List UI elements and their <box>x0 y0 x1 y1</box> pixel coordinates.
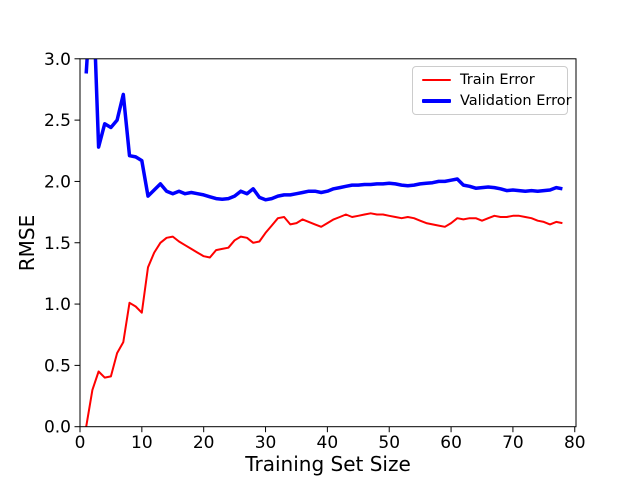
y-tick-label: 3.0 <box>44 50 71 70</box>
x-axis-label: Training Set Size <box>245 452 411 476</box>
validation-error-line-sample-icon <box>422 99 451 103</box>
y-tick-label: 0.0 <box>44 418 71 438</box>
x-tick-label: 80 <box>564 433 586 453</box>
x-tick-label: 0 <box>75 433 86 453</box>
x-tick-label: 20 <box>193 433 215 453</box>
legend-item-train-error: Train Error <box>422 72 559 88</box>
x-tick-label: 60 <box>440 433 462 453</box>
validation-error-line <box>84 58 563 202</box>
train-error-line <box>85 212 563 427</box>
x-tick-label: 10 <box>131 433 153 453</box>
legend-label-train-error: Train Error <box>460 72 535 88</box>
y-axis-label: RMSE <box>15 214 39 272</box>
y-tick-label: 1.0 <box>44 295 71 315</box>
legend-label-validation-error: Validation Error <box>460 93 572 109</box>
x-tick-label: 30 <box>255 433 277 453</box>
y-tick-label: 1.5 <box>44 234 71 254</box>
legend-item-validation-error: Validation Error <box>422 93 572 109</box>
y-tick-label: 0.5 <box>44 356 71 376</box>
x-tick-label: 70 <box>502 433 524 453</box>
x-tick-label: 50 <box>378 433 400 453</box>
legend: Train Error Validation Error <box>412 66 572 115</box>
x-tick-label: 40 <box>317 433 339 453</box>
y-tick-label: 2.5 <box>44 111 71 131</box>
train-error-line-sample-icon <box>422 79 451 81</box>
y-tick-label: 2.0 <box>44 172 71 192</box>
